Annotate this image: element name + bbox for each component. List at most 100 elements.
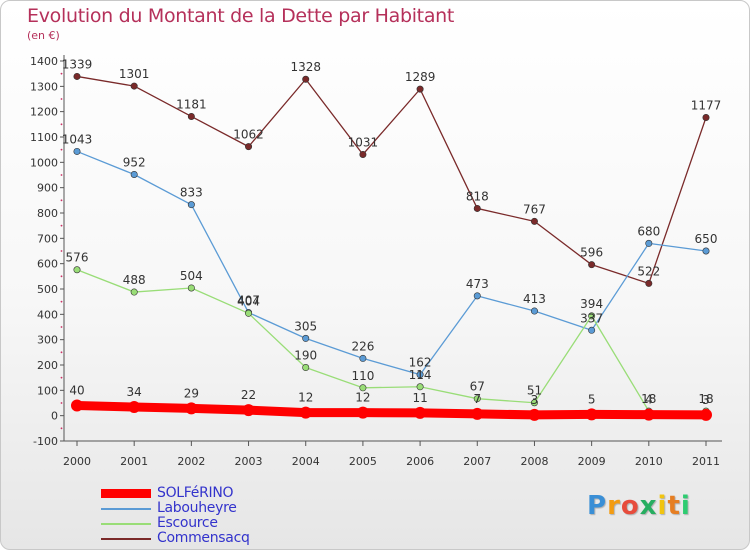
y-tick-label: 100 [37,384,58,397]
data-label: 596 [580,246,603,260]
y-minor-tick [60,72,63,75]
data-label: 337 [580,311,603,325]
legend-swatch [101,489,151,498]
data-point [130,170,138,178]
data-point [645,279,653,287]
data-point [473,395,481,403]
data-point [702,247,710,255]
data-label: 650 [695,232,718,246]
x-tick-label: 2010 [635,455,663,468]
data-point [416,85,424,93]
logo-letter: i [680,491,691,521]
legend-swatch [101,537,151,540]
y-minor-tick [60,148,63,151]
data-label: 18 [641,392,656,406]
data-label: 7 [473,392,481,406]
data-label: 404 [237,294,260,308]
data-label: 473 [466,277,489,291]
data-point [359,150,367,158]
data-point [299,406,312,419]
data-label: 1328 [290,60,321,74]
data-label: 413 [523,292,546,306]
chart-title: Evolution du Montant de la Dette par Hab… [27,5,455,27]
x-tick-label: 2004 [292,455,320,468]
x-tick-label: 2000 [63,455,91,468]
logo-letter: x [639,491,658,521]
data-label: 4 [645,393,653,407]
y-minor-tick [60,326,63,328]
legend-item: SOLFéRINO [101,486,250,501]
y-tick-label: 1100 [30,131,58,144]
data-point [356,406,369,419]
chart-subtitle: (en €) [27,29,60,42]
data-point [530,307,538,315]
data-label: 1043 [62,132,93,146]
y-minor-tick [60,402,63,404]
data-label: 833 [180,186,203,200]
data-label: 34 [127,385,142,399]
data-label: 504 [180,269,203,283]
data-point [242,404,255,417]
y-tick-label: 500 [37,283,58,296]
legend: SOLFéRINO Labouheyre Escource Commensacq [101,486,250,546]
data-point [128,401,141,414]
data-label: 407 [237,294,260,308]
x-tick-label: 2011 [692,455,720,468]
data-point [73,72,81,80]
x-tick-label: 2008 [520,455,548,468]
data-point [187,201,195,209]
legend-label: Escource [157,515,218,531]
data-point [530,399,538,407]
legend-item: Commensacq [101,531,250,546]
data-label: 12 [355,391,370,405]
legend-item: Labouheyre [101,501,250,516]
data-point [702,113,710,121]
logo-letter: o [620,491,640,521]
data-label: 5 [588,392,596,406]
data-label: 190 [294,349,317,363]
data-point [642,408,655,421]
data-label: 1301 [119,67,150,81]
x-tick-label: 2006 [406,455,434,468]
series-line-commensacq [76,75,707,285]
y-tick-label: 1400 [30,55,58,68]
y-tick-label: 1300 [30,80,58,93]
y-tick-label: 700 [37,232,58,245]
data-point [302,364,310,372]
data-label: 22 [241,388,256,402]
proxiti-logo: Proxiti [587,491,691,521]
x-tick-label: 2001 [120,455,148,468]
data-label: 394 [580,297,603,311]
data-label: 1289 [405,70,436,84]
data-label: 110 [351,369,374,383]
legend-label: Labouheyre [157,500,237,516]
y-tick-label: 1200 [30,106,58,119]
data-labels: 40 34 29 22 12 12 11 7 3 5 4 3 1043 952 833 407 305 226 16… [62,57,722,406]
y-tick-label: -100 [33,435,58,448]
data-label: 114 [409,368,432,382]
data-label: 1339 [62,57,93,71]
data-point [645,239,653,247]
logo-letter: t [667,491,681,521]
data-label: 1062 [233,128,264,142]
y-minor-tick [60,376,63,379]
y-minor-tick [60,275,63,278]
data-point [416,371,424,379]
data-point [585,408,598,421]
y-tick-label: 0 [51,410,58,423]
series-layer [71,72,712,421]
data-point [71,399,83,412]
data-point [414,406,427,419]
y-minor-tick [60,224,63,227]
x-tick-label: 2005 [349,455,377,468]
logo-letter: i [657,491,668,521]
data-label: 3 [531,393,539,407]
data-point [245,309,253,317]
x-tick-label: 2002 [177,455,205,468]
axes: -100 0 100 200 300 400 500 600 700 800 900 1000 1100… [30,55,722,468]
y-tick-label: 300 [37,334,58,347]
data-label: 12 [298,391,313,405]
data-point [185,402,198,415]
data-label: 767 [523,202,546,216]
